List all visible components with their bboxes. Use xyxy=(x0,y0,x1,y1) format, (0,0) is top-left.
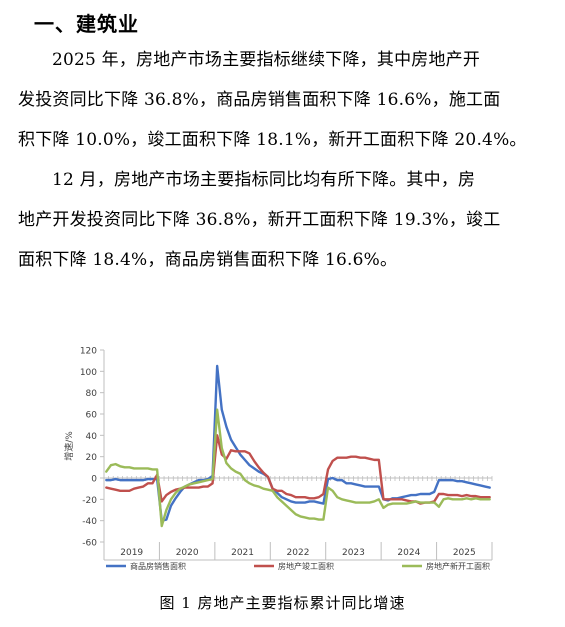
y-tick-label: 20 xyxy=(86,453,98,463)
paragraph-line: 积下降 10.0%，竣工面积下降 18.1%，新开工面积下降 20.4%。 xyxy=(18,130,527,150)
y-tick-label: 100 xyxy=(80,368,97,378)
line-chart: -60 -40 -20 0 20 40 60 80 100 120 增速/% 2019 2020 2021… xyxy=(58,338,510,578)
y-tick-label: -60 xyxy=(82,539,97,549)
legend-label: 房地产竣工面积 xyxy=(278,561,334,571)
year-label: 2022 xyxy=(287,548,310,558)
year-label: 2025 xyxy=(453,548,476,558)
y-tick-label: -20 xyxy=(82,496,97,506)
y-tick-label: 80 xyxy=(86,389,98,399)
year-label: 2019 xyxy=(120,548,143,558)
year-label: 2023 xyxy=(342,548,365,558)
paragraph-line: 地产开发投资同比下降 36.8%，新开工面积下降 19.3%，竣工 xyxy=(18,210,501,230)
y-tick-label: 120 xyxy=(80,347,97,357)
paragraph-december: 12 月，房地产市场主要指标同比均有所下降。其中，房 地产开发投资同比下降 36… xyxy=(18,160,558,280)
year-label: 2020 xyxy=(176,548,199,558)
paragraph-line: 发投资同比下降 36.8%，商品房销售面积下降 16.6%，施工面 xyxy=(18,90,501,110)
y-tick-label: 0 xyxy=(91,475,97,485)
figure-caption: 图 1 房地产主要指标累计同比增速 xyxy=(159,594,406,612)
y-tick-label: 60 xyxy=(86,411,98,421)
y-axis-title: 增速/% xyxy=(63,431,75,461)
paragraph-line: 2025 年，房地产市场主要指标继续下降，其中房地产开 xyxy=(52,50,481,70)
year-label: 2021 xyxy=(231,548,254,558)
section-heading: 一、建筑业 xyxy=(34,12,139,36)
legend-label: 商品房销售面积 xyxy=(130,561,186,571)
series-line-1 xyxy=(105,364,491,522)
y-tick-label: -40 xyxy=(82,517,97,527)
series-line-3 xyxy=(105,408,491,528)
chart-svg: -60 -40 -20 0 20 40 60 80 100 120 增速/% 2019 2020 2021… xyxy=(63,347,493,571)
paragraph-line: 面积下降 18.4%，商品房销售面积下降 16.6%。 xyxy=(18,250,398,270)
paragraph-line: 12 月，房地产市场主要指标同比均有所下降。其中，房 xyxy=(52,170,476,190)
paragraph-annual: 2025 年，房地产市场主要指标继续下降，其中房地产开 发投资同比下降 36.8… xyxy=(18,40,558,160)
y-tick-label: 40 xyxy=(86,432,98,442)
year-label: 2024 xyxy=(397,548,420,558)
legend-label: 房地产新开工面积 xyxy=(426,561,490,571)
